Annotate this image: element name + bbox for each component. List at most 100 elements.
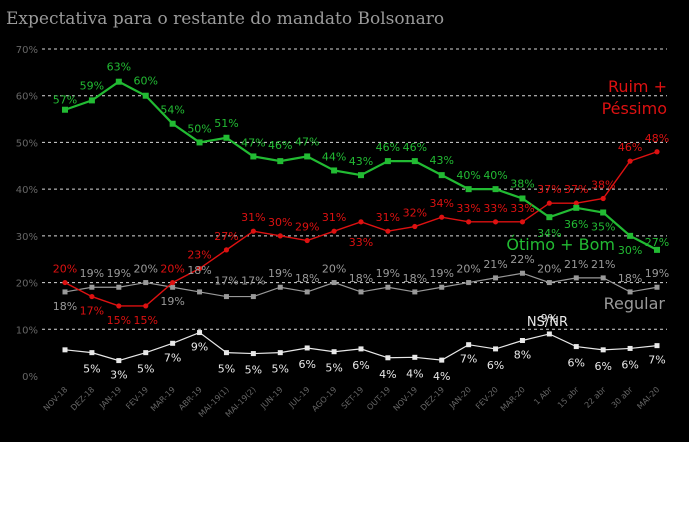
data-point-timo-bom: [573, 204, 580, 211]
data-label-regular: 19%: [107, 267, 131, 280]
data-label-regular: 18%: [187, 264, 211, 277]
series-name-ruim-p-ssimo: Ruim +: [608, 77, 667, 96]
data-label-regular: 17%: [241, 275, 265, 288]
data-label-timo-bom: 34%: [537, 227, 561, 240]
data-point-ruim-p-ssimo: [62, 279, 68, 286]
data-label-timo-bom: 60%: [134, 75, 158, 88]
data-label-timo-bom: 54%: [160, 104, 184, 117]
data-label-ns-nr: 7%: [164, 351, 181, 364]
data-point-timo-bom: [519, 195, 526, 202]
data-point-timo-bom: [465, 186, 472, 193]
x-tick-label: MAI-20: [635, 385, 661, 411]
x-tick-label: ABR-19: [177, 385, 204, 412]
data-point-ns-nr: [89, 350, 95, 356]
data-point-timo-bom: [331, 167, 338, 174]
data-point-regular: [331, 280, 337, 286]
data-label-ruim-p-ssimo: 33%: [456, 202, 480, 215]
data-point-regular: [89, 284, 95, 290]
data-point-ns-nr: [358, 346, 364, 352]
data-label-ruim-p-ssimo: 33%: [349, 236, 373, 249]
x-tick-label: OUT-19: [365, 385, 392, 412]
series-names: Ótimo + Bom Ruim + Péssimo Regular NS/NR: [506, 77, 667, 330]
y-tick-label: 10%: [16, 325, 38, 336]
data-label-ns-nr: 9%: [541, 312, 558, 325]
data-label-ruim-p-ssimo: 32%: [403, 207, 427, 220]
data-point-timo-bom: [223, 134, 230, 141]
y-tick-label: 0%: [22, 372, 38, 383]
data-label-timo-bom: 50%: [187, 122, 211, 135]
data-label-ns-nr: 3%: [110, 369, 127, 382]
data-point-ns-nr: [62, 347, 68, 353]
data-point-ns-nr: [627, 345, 633, 351]
data-label-ruim-p-ssimo: 33%: [483, 202, 507, 215]
x-tick-label: 22 abr: [583, 385, 608, 410]
data-label-ruim-p-ssimo: 20%: [53, 263, 77, 276]
data-point-timo-bom: [304, 153, 311, 160]
data-point-ns-nr: [143, 350, 149, 356]
data-point-timo-bom: [115, 78, 122, 85]
data-point-regular: [627, 289, 633, 295]
data-point-ns-nr: [546, 331, 552, 337]
data-point-ruim-p-ssimo: [196, 265, 203, 272]
data-label-ns-nr: 5%: [218, 363, 235, 376]
data-point-regular: [654, 284, 660, 290]
data-label-timo-bom: 44%: [322, 150, 346, 163]
x-tick-label: SET-19: [340, 385, 366, 411]
data-point-ruim-p-ssimo: [519, 219, 526, 225]
data-label-ns-nr: 5%: [245, 364, 262, 377]
data-point-ruim-p-ssimo: [439, 214, 445, 220]
data-point-timo-bom: [142, 92, 149, 99]
x-tick-label: 1 Abr: [532, 385, 554, 407]
y-tick-label: 50%: [16, 138, 38, 149]
y-axis: 0% 10% 20% 30% 40% 50% 60% 70%: [16, 45, 38, 383]
data-label-ns-nr: 9%: [191, 341, 208, 354]
data-label-ruim-p-ssimo: 27%: [214, 230, 238, 243]
data-label-regular: 19%: [430, 267, 454, 280]
y-tick-label: 30%: [16, 232, 38, 243]
data-point-regular: [439, 284, 445, 290]
data-point-regular: [250, 294, 256, 300]
data-label-ns-nr: 7%: [460, 353, 477, 366]
data-point-ruim-p-ssimo: [223, 247, 230, 253]
data-point-ns-nr: [439, 357, 445, 363]
data-label-ns-nr: 5%: [272, 363, 289, 376]
data-label-timo-bom: 40%: [483, 169, 507, 182]
data-label-regular: 21%: [564, 258, 588, 271]
data-point-timo-bom: [627, 232, 634, 239]
data-label-timo-bom: 47%: [295, 135, 319, 148]
data-point-ns-nr: [573, 344, 579, 350]
data-label-ruim-p-ssimo: 48%: [645, 132, 669, 145]
data-label-timo-bom: 38%: [510, 177, 534, 190]
data-point-timo-bom: [438, 172, 445, 179]
x-tick-label: MAR-19: [149, 385, 177, 413]
series-name-ns-nr: NS/NR: [527, 315, 568, 330]
data-point-regular: [493, 275, 499, 281]
data-label-regular: 19%: [376, 267, 400, 280]
data-point-ruim-p-ssimo: [654, 149, 660, 155]
data-point-ruim-p-ssimo: [492, 219, 499, 225]
data-label-ns-nr: 8%: [514, 348, 531, 361]
data-label-regular: 21%: [591, 258, 615, 271]
data-point-ruim-p-ssimo: [627, 158, 633, 164]
data-point-regular: [143, 280, 149, 286]
data-point-timo-bom: [196, 139, 203, 146]
data-point-ns-nr: [170, 340, 176, 346]
data-label-regular: 19%: [645, 267, 669, 280]
data-point-timo-bom: [546, 214, 553, 221]
data-point-ns-nr: [116, 358, 122, 364]
x-tick-label: MAR-20: [499, 385, 527, 413]
data-point-timo-bom: [654, 246, 660, 253]
data-label-ruim-p-ssimo: 37%: [537, 183, 561, 196]
data-label-timo-bom: 46%: [268, 139, 292, 152]
x-tick-label: JUN-19: [258, 385, 284, 411]
data-label-regular: 18%: [53, 300, 77, 313]
x-tick-label: FEV-20: [474, 385, 500, 411]
data-label-regular: 18%: [349, 272, 373, 285]
data-point-ns-nr: [466, 342, 472, 348]
series-name-regular: Regular: [604, 294, 666, 313]
data-point-regular: [62, 289, 68, 295]
y-tick-label: 40%: [16, 185, 38, 196]
data-label-regular: 19%: [80, 267, 104, 280]
chart-panel: Expectativa para o restante do mandato B…: [0, 0, 689, 442]
x-tick-label: FEV-19: [124, 385, 150, 411]
